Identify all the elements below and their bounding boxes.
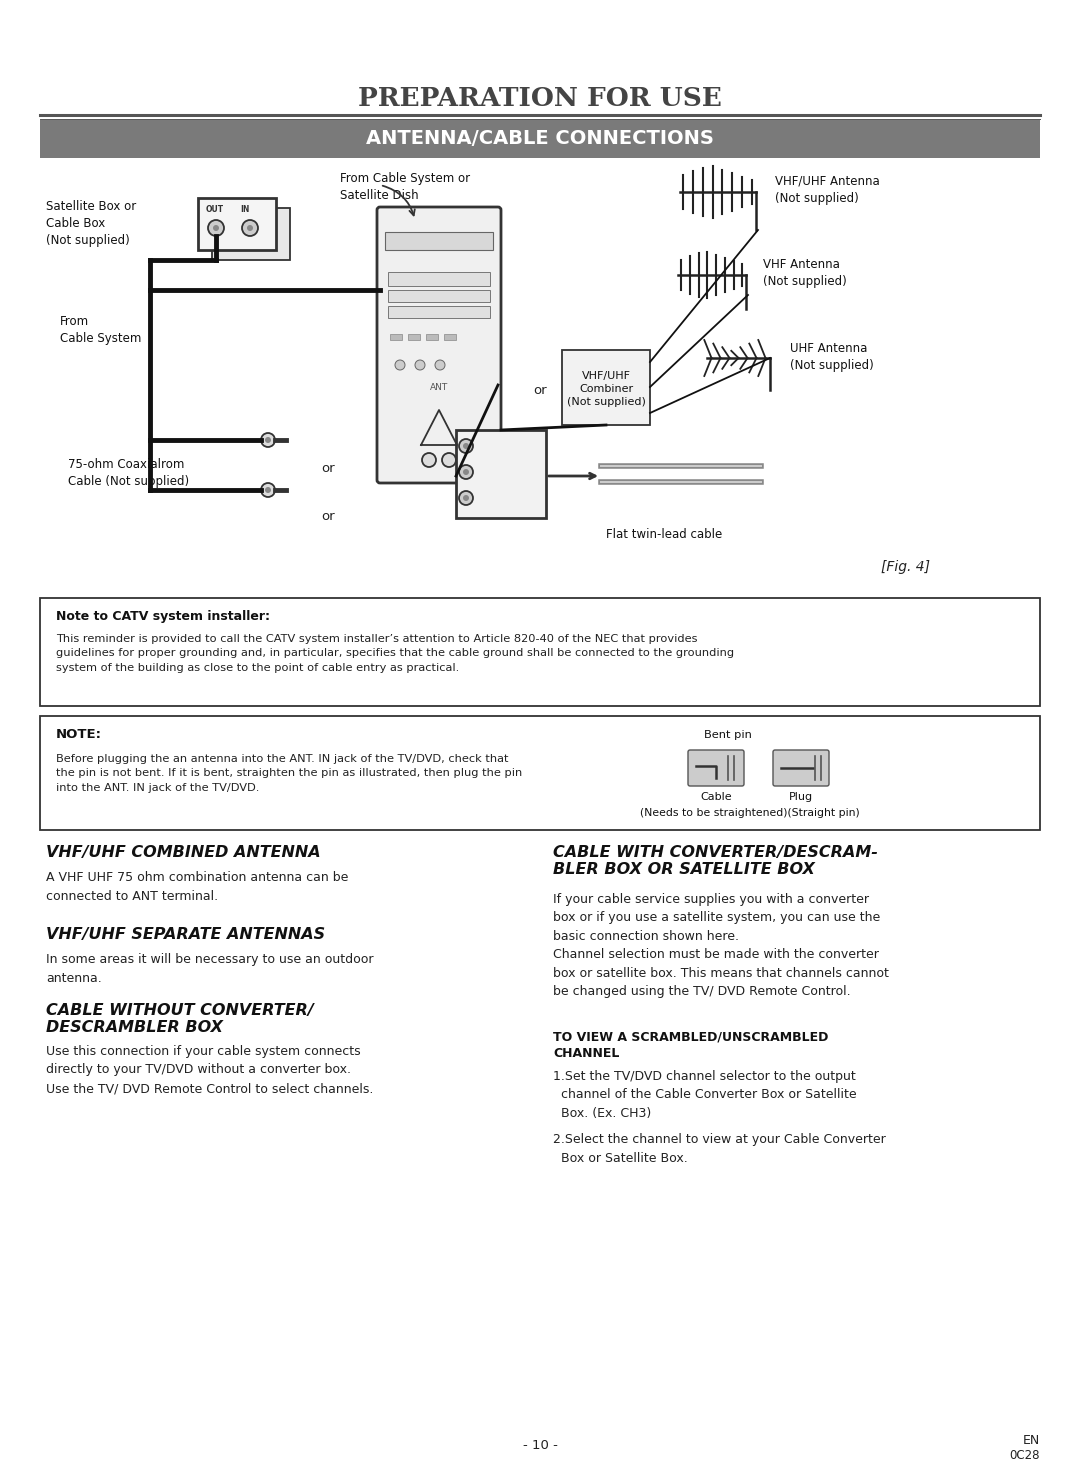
Text: CABLE WITH CONVERTER/DESCRAM-
BLER BOX OR SATELLITE BOX: CABLE WITH CONVERTER/DESCRAM- BLER BOX O… [553,845,878,877]
Text: VHF/UHF COMBINED ANTENNA: VHF/UHF COMBINED ANTENNA [46,845,321,860]
Bar [388,289,490,301]
Bar [212,208,291,260]
Circle shape [459,465,473,479]
Text: - 10 -: - 10 - [523,1439,557,1452]
Circle shape [261,483,275,496]
Text: This reminder is provided to call the CATV system installer’s attention to Artic: This reminder is provided to call the CA… [56,634,734,674]
Circle shape [395,360,405,371]
Circle shape [422,453,436,467]
Circle shape [265,487,271,493]
Text: CABLE WITHOUT CONVERTER/
DESCRAMBLER BOX: CABLE WITHOUT CONVERTER/ DESCRAMBLER BOX [46,1003,314,1035]
Circle shape [459,439,473,453]
Circle shape [261,433,275,448]
Text: or: or [534,384,546,396]
Text: [Fig. 4]: [Fig. 4] [881,560,930,575]
Text: (Needs to be straightened)(Straight pin): (Needs to be straightened)(Straight pin) [640,808,860,818]
Circle shape [442,453,456,467]
Circle shape [463,495,469,501]
Text: Before plugging the an antenna into the ANT. IN jack of the TV/DVD, check that
t: Before plugging the an antenna into the … [56,753,523,793]
Text: 0C28: 0C28 [1010,1449,1040,1462]
FancyBboxPatch shape [688,750,744,786]
Text: or: or [321,461,335,474]
Bar [408,334,420,340]
Text: Note to CATV system installer:: Note to CATV system installer: [56,610,270,623]
Text: VHF/UHF Antenna
(Not supplied): VHF/UHF Antenna (Not supplied) [775,174,880,205]
Text: A VHF UHF 75 ohm combination antenna can be
connected to ANT terminal.: A VHF UHF 75 ohm combination antenna can… [46,871,349,902]
FancyBboxPatch shape [377,207,501,483]
Text: 75-ohm Coaxialrom
Cable (Not supplied): 75-ohm Coaxialrom Cable (Not supplied) [68,458,189,487]
Text: TO VIEW A SCRAMBLED/UNSCRAMBLED
CHANNEL: TO VIEW A SCRAMBLED/UNSCRAMBLED CHANNEL [553,1029,828,1060]
Circle shape [463,443,469,449]
Text: Satellite Box or
Cable Box
(Not supplied): Satellite Box or Cable Box (Not supplied… [46,199,136,247]
Text: UHF Antenna
(Not supplied): UHF Antenna (Not supplied) [789,343,874,372]
Bar [40,120,1040,158]
Text: If your cable service supplies you with a converter
box or if you use a satellit: If your cable service supplies you with … [553,894,889,998]
Text: From Cable System or
Satellite Dish: From Cable System or Satellite Dish [340,171,470,202]
Text: ANT: ANT [430,383,448,391]
Text: From
Cable System: From Cable System [60,315,141,346]
Text: NOTE:: NOTE: [56,728,102,741]
Text: 1.Set the TV/DVD channel selector to the output
  channel of the Cable Converter: 1.Set the TV/DVD channel selector to the… [553,1069,856,1120]
Circle shape [208,220,224,236]
Bar [198,198,276,250]
Text: VHF/UHF
Combiner
(Not supplied): VHF/UHF Combiner (Not supplied) [567,371,646,406]
Bar [444,334,456,340]
Text: EN: EN [1023,1434,1040,1447]
Text: or: or [321,510,335,523]
Circle shape [463,470,469,476]
Text: Use this connection if your cable system connects
directly to your TV/DVD withou: Use this connection if your cable system… [46,1046,374,1094]
Text: Cable: Cable [700,792,732,802]
Text: VHF Antenna
(Not supplied): VHF Antenna (Not supplied) [762,258,847,288]
Circle shape [242,220,258,236]
Text: ANTENNA/CABLE CONNECTIONS: ANTENNA/CABLE CONNECTIONS [366,130,714,149]
Bar [388,306,490,318]
Circle shape [415,360,426,371]
Circle shape [459,490,473,505]
Circle shape [435,360,445,371]
Text: 2.Select the channel to view at your Cable Converter
  Box or Satellite Box.: 2.Select the channel to view at your Cab… [553,1133,886,1164]
Circle shape [265,437,271,443]
Bar [390,334,402,340]
Text: VHF/UHF SEPARATE ANTENNAS: VHF/UHF SEPARATE ANTENNAS [46,928,325,942]
Circle shape [247,225,253,230]
FancyBboxPatch shape [773,750,829,786]
Circle shape [213,225,219,230]
Bar [562,350,650,425]
Text: IN: IN [240,205,249,214]
Text: OUT: OUT [206,205,225,214]
Bar [426,334,438,340]
Text: In some areas it will be necessary to use an outdoor
antenna.: In some areas it will be necessary to us… [46,953,374,985]
Bar [40,598,1040,706]
Bar [384,232,492,250]
Bar [40,716,1040,830]
Text: Flat twin-lead cable: Flat twin-lead cable [606,527,723,541]
Bar [456,430,546,518]
Text: PREPARATION FOR USE: PREPARATION FOR USE [359,86,721,111]
Bar [388,272,490,287]
Text: Plug: Plug [788,792,813,802]
Text: Bent pin: Bent pin [704,730,752,740]
